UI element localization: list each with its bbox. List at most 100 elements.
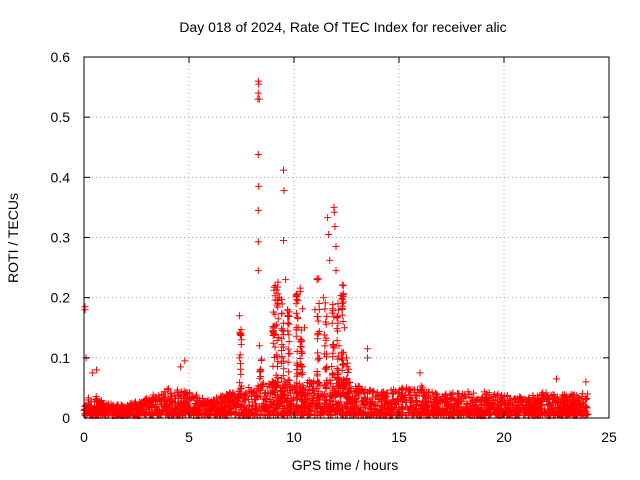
data-point (235, 312, 243, 320)
data-point (553, 375, 560, 383)
data-point (220, 396, 228, 404)
data-point (306, 411, 314, 419)
data-point (322, 320, 330, 328)
data-point (278, 300, 286, 308)
data-point (273, 363, 281, 371)
data-point (182, 410, 190, 418)
data-point (298, 363, 306, 371)
data-point (133, 401, 141, 409)
data-point (322, 396, 330, 404)
data-point (219, 409, 227, 417)
data-point (269, 329, 277, 337)
data-point (292, 332, 300, 340)
data-point (97, 396, 105, 404)
data-point (152, 397, 160, 405)
data-point (539, 389, 547, 397)
data-point (348, 409, 356, 417)
data-point (331, 223, 339, 231)
data-point (107, 400, 115, 408)
data-point (335, 342, 343, 350)
data-point (278, 397, 286, 405)
data-point (278, 309, 286, 317)
data-point (296, 288, 304, 296)
axis-ticks: 0 5 10 15 20 25 0 0.1 0.2 0.3 0.4 0.5 0.6 (51, 49, 617, 445)
data-point (560, 404, 568, 412)
data-point (376, 407, 384, 415)
data-point (563, 399, 571, 407)
data-point (370, 387, 378, 395)
data-point (469, 402, 477, 410)
data-point (180, 403, 188, 411)
data-point (578, 393, 586, 401)
data-point (113, 401, 121, 409)
data-point (140, 402, 148, 410)
data-point (524, 405, 532, 413)
data-point (333, 336, 341, 344)
data-point (347, 395, 355, 403)
data-point (175, 399, 183, 407)
data-point (236, 351, 244, 359)
data-point (521, 404, 529, 412)
data-point (286, 376, 294, 384)
data-point (571, 397, 579, 405)
data-point (273, 337, 281, 345)
data-point (314, 387, 322, 395)
data-point (297, 396, 305, 404)
data-point (378, 394, 386, 402)
data-point (285, 331, 293, 339)
data-point (321, 305, 329, 313)
data-point (511, 395, 519, 403)
data-point (255, 387, 263, 395)
data-point (138, 409, 146, 417)
data-point (493, 400, 501, 408)
data-point (339, 282, 347, 290)
data-point (277, 398, 285, 406)
x-tick-label: 10 (286, 429, 302, 445)
data-point (187, 409, 195, 417)
data-point (328, 391, 336, 399)
data-point (280, 404, 288, 412)
data-point (490, 403, 498, 411)
data-point (347, 385, 355, 393)
data-point (433, 404, 441, 412)
data-point (274, 334, 282, 342)
data-point (271, 322, 279, 330)
data-point (333, 365, 341, 373)
data-point (274, 290, 282, 298)
data-point (575, 409, 583, 417)
data-point (319, 294, 327, 302)
data-point (346, 379, 354, 387)
data-point (298, 371, 306, 379)
data-point (321, 299, 329, 307)
data-point (411, 392, 419, 400)
data-point (570, 391, 578, 399)
data-point (321, 342, 329, 350)
grid-lines (84, 57, 609, 418)
data-point (342, 409, 350, 417)
data-point (283, 395, 291, 403)
data-point (296, 355, 304, 363)
data-point (377, 408, 385, 416)
data-point (272, 378, 280, 386)
data-point (393, 410, 401, 418)
data-point (270, 331, 278, 339)
data-point (328, 363, 336, 371)
data-point (427, 402, 435, 410)
y-tick-label: 0.4 (51, 169, 71, 185)
data-point (84, 394, 92, 402)
data-point (382, 397, 390, 405)
data-point (397, 393, 405, 401)
data-point (361, 394, 369, 402)
data-point (503, 393, 511, 401)
data-point (203, 401, 211, 409)
data-point (483, 390, 491, 398)
data-point (412, 401, 420, 409)
data-point (161, 403, 169, 411)
data-point (321, 393, 329, 401)
data-point (279, 343, 287, 351)
data-point (227, 396, 235, 404)
data-point (566, 407, 574, 415)
data-point (256, 375, 264, 383)
data-point (449, 394, 457, 402)
